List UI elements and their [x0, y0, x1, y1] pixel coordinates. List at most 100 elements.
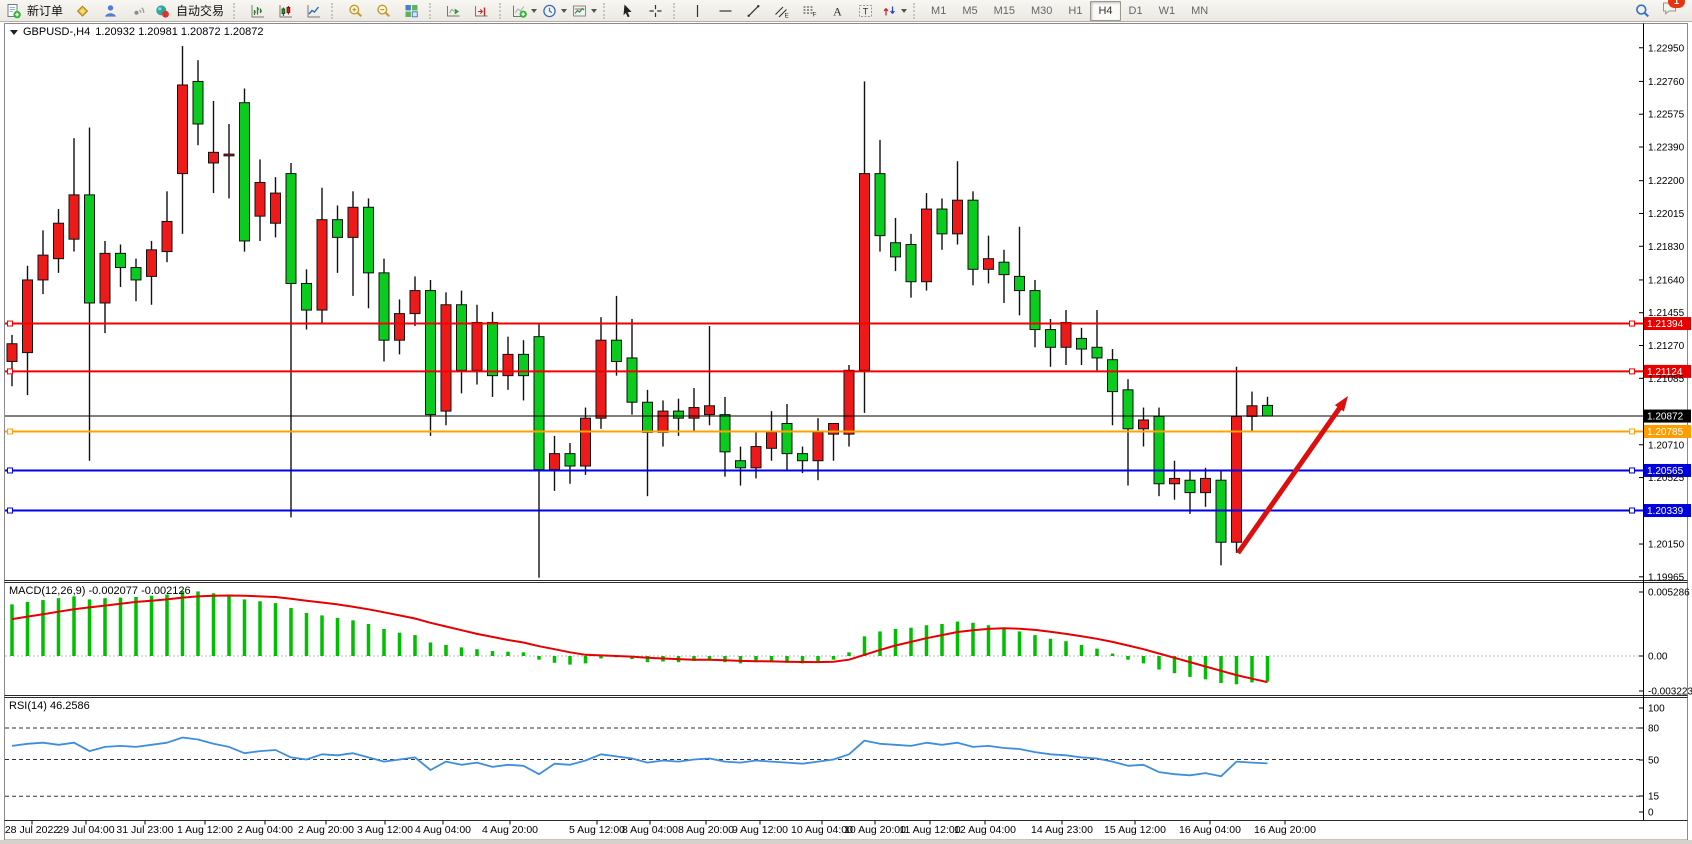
candle-up: [921, 208, 932, 283]
chart-shift-button[interactable]: [467, 0, 495, 22]
timeframe-mn-button[interactable]: MN: [1191, 4, 1209, 17]
macd-bar: [289, 608, 293, 656]
arrows-icon: [881, 3, 898, 19]
candle-up: [983, 258, 994, 270]
macd-bar: [41, 600, 45, 656]
candle-down: [363, 206, 374, 274]
textlabel-button[interactable]: T: [851, 0, 879, 22]
timeframe-m15-button[interactable]: M15: [993, 4, 1015, 17]
macd-bar: [1250, 656, 1254, 683]
line-handle[interactable]: [7, 368, 13, 375]
cursor-button[interactable]: [613, 0, 641, 22]
status-bar: [0, 840, 1692, 844]
timeframe-m5-button[interactable]: M5: [962, 4, 978, 17]
rsi-tick-label: 0: [1648, 808, 1654, 819]
line-handle[interactable]: [7, 467, 13, 474]
candle-down: [1153, 415, 1165, 485]
new-order-button[interactable]: 新订单: [3, 0, 68, 22]
candlestick-series: [6, 45, 1273, 578]
macd-bar: [583, 656, 588, 664]
timeframe-w1-button[interactable]: W1: [1158, 4, 1176, 17]
macd-bar: [754, 656, 758, 663]
macd-bar: [1110, 653, 1115, 656]
svg-text:F: F: [812, 11, 816, 18]
macd-bar: [1157, 656, 1161, 670]
vline-button[interactable]: [683, 0, 711, 22]
chevron-down-icon[interactable]: [531, 8, 538, 13]
rsi-tick-label: 80: [1648, 724, 1660, 735]
candle-down: [1262, 404, 1273, 417]
zoom-in-button[interactable]: [341, 0, 369, 22]
line-handle[interactable]: [1629, 320, 1635, 327]
template-button[interactable]: [569, 0, 599, 22]
line-handle[interactable]: [1629, 368, 1635, 375]
macd-bar: [1033, 635, 1037, 656]
chat-button[interactable]: 1: [1661, 0, 1685, 21]
zoom-out-button[interactable]: [369, 0, 397, 22]
trend-arrow[interactable]: [1235, 403, 1344, 555]
macd-bar: [971, 622, 975, 656]
arrows-button[interactable]: [879, 0, 909, 22]
chevron-down-icon[interactable]: [591, 8, 598, 13]
line-handle[interactable]: [1629, 507, 1635, 514]
time-axis-label: 12 Aug 04:00: [954, 824, 1016, 836]
chevron-down-icon[interactable]: [901, 8, 908, 13]
auto-scroll-button[interactable]: [439, 0, 467, 22]
profile-button[interactable]: [68, 0, 96, 22]
line-handle[interactable]: [1629, 428, 1635, 435]
trend-arrow-head[interactable]: [1334, 396, 1348, 412]
macd-bar: [428, 642, 433, 656]
line-handle[interactable]: [1629, 467, 1635, 474]
macd-bar: [599, 656, 603, 659]
timeframe-m30-button[interactable]: M30: [1031, 4, 1053, 17]
time-axis-label: 14 Aug 23:00: [1031, 824, 1093, 836]
candle-down: [1029, 290, 1041, 331]
line-handle[interactable]: [7, 320, 13, 327]
signals-button[interactable]: [124, 0, 152, 22]
macd-bar: [785, 656, 789, 663]
symbol-collapse-icon[interactable]: [10, 29, 18, 35]
tile-windows-button[interactable]: [397, 0, 425, 22]
market-watch-button[interactable]: [96, 0, 124, 22]
hline-button[interactable]: [711, 0, 739, 22]
macd-bar: [1265, 656, 1270, 682]
candle-down: [719, 414, 731, 453]
candle-up: [347, 206, 359, 238]
price-badge: [1644, 504, 1691, 518]
timeframe-h1-button[interactable]: H1: [1068, 4, 1083, 17]
text-button[interactable]: A: [823, 0, 851, 22]
candle-chart-button[interactable]: [271, 0, 299, 22]
timeframe-m1-button[interactable]: M1: [931, 4, 947, 17]
time-axis-label: 15 Aug 12:00: [1104, 824, 1166, 836]
macd-bar: [940, 624, 944, 656]
line-handle[interactable]: [7, 507, 13, 514]
zoom-out-icon: [375, 3, 392, 19]
period-button[interactable]: [539, 0, 569, 22]
crosshair-button[interactable]: [641, 0, 669, 22]
macd-bar: [382, 628, 386, 656]
new-order-button-label: 新订单: [27, 4, 64, 18]
chevron-down-icon[interactable]: [561, 8, 568, 13]
rsi-indicator-name: RSI(14): [9, 700, 47, 712]
chart-candles-icon: [277, 3, 294, 19]
line-handle[interactable]: [7, 428, 13, 435]
timeframe-h4-button[interactable]: H4: [1090, 0, 1121, 21]
fibo-button[interactable]: F: [795, 0, 823, 22]
candle-down: [1184, 479, 1196, 494]
search-icon[interactable]: [1634, 3, 1651, 19]
macd-bar: [475, 649, 479, 656]
candle-up: [688, 407, 700, 419]
toolbar-right: 1: [1634, 0, 1692, 21]
new-chart-button[interactable]: [509, 0, 539, 22]
timeframe-d1-button[interactable]: D1: [1128, 4, 1143, 17]
line-chart-button[interactable]: [299, 0, 327, 22]
trendline-button[interactable]: [739, 0, 767, 22]
channel-button[interactable]: E: [767, 0, 795, 22]
toolbar: 新订单 自动交易 E F A T M1 M5 M15 M30 H1 H4 D1 W1 MN 1: [0, 0, 1692, 22]
macd-bar: [862, 636, 867, 656]
bar-chart-button[interactable]: [243, 0, 271, 22]
autotrade-button[interactable]: 自动交易: [152, 0, 229, 22]
doc-plus-icon: [5, 3, 22, 19]
time-axis-label: 29 Jul 04:00: [57, 824, 114, 836]
